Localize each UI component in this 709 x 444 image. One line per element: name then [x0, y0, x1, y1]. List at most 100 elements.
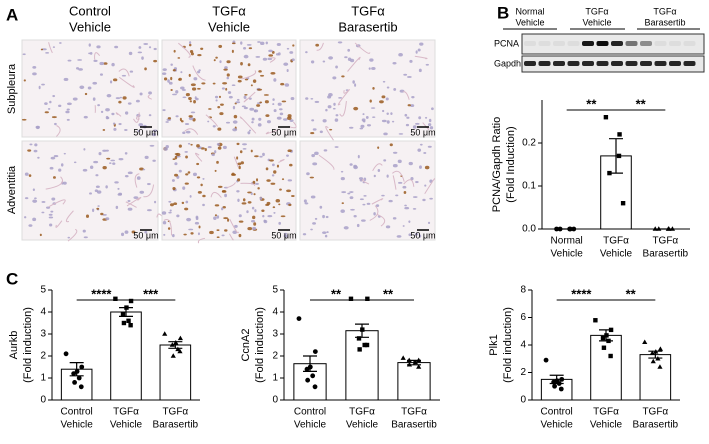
cell [36, 125, 40, 130]
data-point [128, 323, 133, 328]
data-point [552, 383, 557, 389]
cell [286, 47, 290, 50]
cell [427, 221, 431, 225]
cell [163, 147, 168, 151]
cell [67, 236, 71, 239]
tissue [134, 173, 140, 188]
cell [350, 208, 355, 211]
cell [89, 192, 92, 195]
cell [223, 68, 228, 71]
data-point [593, 318, 598, 323]
cell [314, 217, 318, 220]
cell [48, 216, 54, 219]
cell [375, 204, 380, 208]
cell [268, 54, 274, 57]
cell [352, 80, 355, 84]
cell [60, 163, 64, 167]
cell [261, 209, 265, 213]
cell [402, 185, 407, 189]
tissue [115, 112, 122, 117]
cell [211, 153, 215, 157]
cell [250, 192, 253, 196]
cell [202, 178, 205, 180]
cell [139, 167, 144, 171]
cell [221, 234, 225, 237]
cell [144, 155, 149, 160]
cell [359, 198, 364, 201]
data-point [559, 376, 565, 382]
significance-label: **** [571, 286, 592, 301]
band [654, 41, 667, 46]
cell [338, 96, 343, 99]
cell [137, 51, 143, 54]
cell [386, 174, 389, 178]
cell [260, 41, 265, 46]
cell [139, 190, 145, 194]
cell [45, 52, 50, 54]
cell [322, 119, 327, 123]
cell [291, 58, 295, 62]
cell [195, 97, 199, 101]
data-point [620, 201, 626, 206]
cell [278, 221, 281, 225]
cell [238, 214, 242, 218]
cell [144, 67, 147, 71]
cell [415, 122, 420, 125]
cell [216, 236, 220, 239]
cell [200, 183, 203, 187]
cell [310, 97, 314, 100]
cell [248, 97, 252, 100]
blot-group: Normal [515, 6, 544, 16]
cell [240, 62, 243, 66]
cell [257, 41, 261, 43]
cell [247, 63, 251, 67]
data-point [162, 331, 168, 336]
cell [173, 202, 178, 206]
column-header: TGFα [212, 3, 246, 18]
cell [227, 91, 232, 94]
cell [184, 150, 188, 153]
cell [425, 63, 429, 66]
data-point [364, 342, 370, 348]
cell [356, 223, 360, 228]
data-point [348, 296, 354, 301]
cell [397, 159, 402, 164]
cell [220, 103, 224, 106]
x-tick-label: Vehicle [600, 249, 633, 260]
x-tick-label: Vehicle [346, 420, 379, 431]
band [669, 61, 681, 66]
band [669, 41, 681, 46]
cell [83, 115, 88, 119]
cell [237, 198, 240, 202]
cell [373, 212, 376, 216]
data-point [113, 296, 118, 301]
cell [180, 71, 183, 74]
cell [124, 152, 128, 155]
y-axis-label: (Fold Induction) [505, 126, 517, 202]
data-point [608, 353, 613, 359]
cell [243, 46, 247, 50]
cell [312, 128, 317, 131]
cell [217, 105, 221, 109]
tissue [318, 154, 335, 170]
cell [147, 209, 152, 212]
data-point [604, 333, 609, 338]
cell [328, 56, 334, 60]
cell [28, 174, 32, 177]
y-tick-label: 0 [40, 395, 46, 406]
band [596, 41, 609, 46]
data-point [558, 386, 564, 392]
cell [353, 106, 359, 111]
cell [58, 168, 62, 172]
significance-label: *** [143, 286, 159, 301]
cell [37, 156, 40, 159]
row-label: Adventitia [6, 165, 18, 214]
cell [315, 43, 320, 47]
cell [29, 143, 33, 146]
y-axis-label: (Fold induction) [254, 307, 266, 383]
y-tick-label: 4 [520, 340, 526, 351]
cell [247, 191, 252, 194]
cell [58, 42, 62, 44]
cell [190, 111, 196, 114]
data-point [79, 364, 85, 370]
